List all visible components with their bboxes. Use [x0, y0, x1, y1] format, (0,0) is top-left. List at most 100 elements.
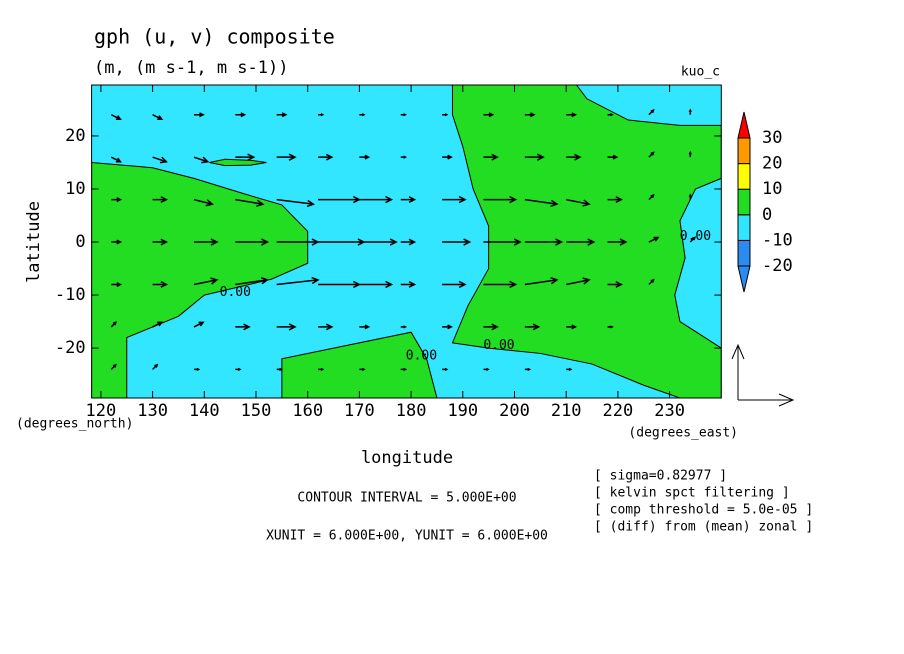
wind-vector: [524, 323, 541, 331]
y-tick-label: 20: [65, 126, 85, 146]
contour-label: 0.00: [220, 285, 251, 300]
shaded-region: [209, 158, 267, 167]
wind-vector: [235, 323, 251, 331]
note: [ comp threshold = 5.0e-05 ]: [594, 503, 813, 518]
x-tick-label: 160: [292, 401, 323, 421]
wind-vector: [193, 198, 214, 207]
x-axis-label: longitude: [361, 448, 453, 468]
contour-label: 0.00: [483, 338, 514, 353]
wind-vector: [193, 277, 219, 286]
wind-vector: [359, 195, 394, 204]
wind-vector: [483, 195, 518, 204]
colorbar-label: -10: [762, 230, 793, 250]
wind-vector: [152, 196, 169, 204]
wind-vector: [235, 198, 265, 207]
plot-area: 0.000.000.000.00: [91, 85, 722, 398]
wind-vector: [442, 154, 453, 160]
note: [ (diff) from (mean) zonal ]: [594, 520, 813, 535]
x-tick-label: 140: [189, 401, 220, 421]
wind-vector: [442, 367, 449, 371]
wind-vector: [318, 153, 334, 161]
wind-vector: [152, 114, 164, 121]
wind-vector: [566, 238, 596, 246]
wind-vector: [110, 363, 118, 370]
wind-vector: [111, 239, 123, 245]
chart-title: gph (u, v) composite: [94, 25, 335, 49]
wind-vector: [111, 281, 123, 287]
plot-frame: [91, 84, 722, 399]
wind-vector: [648, 278, 655, 286]
x-tick-label: 210: [551, 401, 582, 421]
wind-vector: [566, 324, 578, 330]
colorbar-label: 0: [762, 205, 772, 225]
wind-vector: [276, 238, 320, 246]
annotation: XUNIT = 6.000E+00, YUNIT = 6.000E+00: [266, 529, 548, 544]
wind-vector: [607, 154, 619, 160]
wind-vector: [235, 367, 242, 371]
wind-vector: [111, 197, 123, 203]
wind-vector: [359, 324, 371, 330]
wind-vector: [566, 153, 582, 161]
wind-vector: [483, 238, 522, 246]
colorbar-label: 30: [762, 128, 782, 148]
wind-vector: [483, 367, 490, 371]
wind-vector: [276, 323, 297, 331]
wind-vector: [400, 325, 408, 329]
colorbar-band: [737, 188, 751, 216]
x-tick-label: 120: [86, 401, 117, 421]
wind-vector: [648, 108, 655, 116]
wind-vector: [152, 156, 168, 164]
wind-vector: [483, 323, 499, 331]
wind-vector: [400, 238, 417, 246]
wind-vector: [276, 367, 283, 371]
wind-vector: [359, 238, 398, 246]
colorbar-triangle: [737, 111, 751, 139]
colorbar-label: 20: [762, 154, 782, 174]
wind-vector: [483, 112, 495, 118]
wind-vector: [400, 196, 417, 204]
reference-vector: [731, 343, 745, 400]
wind-vector: [110, 156, 122, 163]
wind-vector: [524, 238, 564, 246]
shaded-region: [91, 161, 309, 398]
x-tick-label: 190: [447, 401, 478, 421]
wind-vector: [110, 321, 118, 328]
wind-vector: [442, 238, 472, 246]
wind-vector: [607, 196, 623, 204]
wind-vector: [318, 280, 361, 289]
wind-vector: [235, 238, 270, 246]
wind-vector: [110, 114, 122, 121]
wind-vector: [688, 150, 692, 158]
label-right: kuo_c: [681, 65, 720, 80]
colorbar-triangle: [737, 265, 751, 293]
wind-vector: [400, 113, 408, 117]
wind-vector: [359, 113, 366, 117]
wind-vector: [193, 238, 219, 246]
wind-vector: [318, 323, 334, 331]
colorbar-band: [737, 239, 751, 267]
wind-vector: [689, 236, 697, 243]
y-tick-label: 10: [65, 179, 85, 199]
wind-vector: [400, 281, 417, 288]
wind-vector: [400, 155, 408, 159]
colorbar-label: 10: [762, 179, 782, 199]
wind-vector: [524, 112, 536, 118]
y-axis-label: latitude: [24, 201, 44, 283]
wind-vector: [193, 156, 210, 164]
wind-vector: [152, 321, 164, 328]
wind-vector: [276, 276, 320, 286]
wind-vector: [359, 367, 366, 371]
wind-vector: [318, 195, 361, 204]
wind-vector: [648, 151, 655, 158]
wind-vector: [648, 193, 655, 201]
wind-vector: [442, 324, 453, 330]
wind-vector: [276, 153, 297, 161]
x-tick-label: 220: [603, 401, 634, 421]
wind-vector: [318, 113, 325, 117]
shaded-region: [281, 331, 438, 398]
wind-vector: [442, 113, 449, 117]
note: [ sigma=0.82977 ]: [594, 469, 727, 484]
wind-vector: [566, 112, 578, 118]
wind-vector: [607, 238, 628, 246]
